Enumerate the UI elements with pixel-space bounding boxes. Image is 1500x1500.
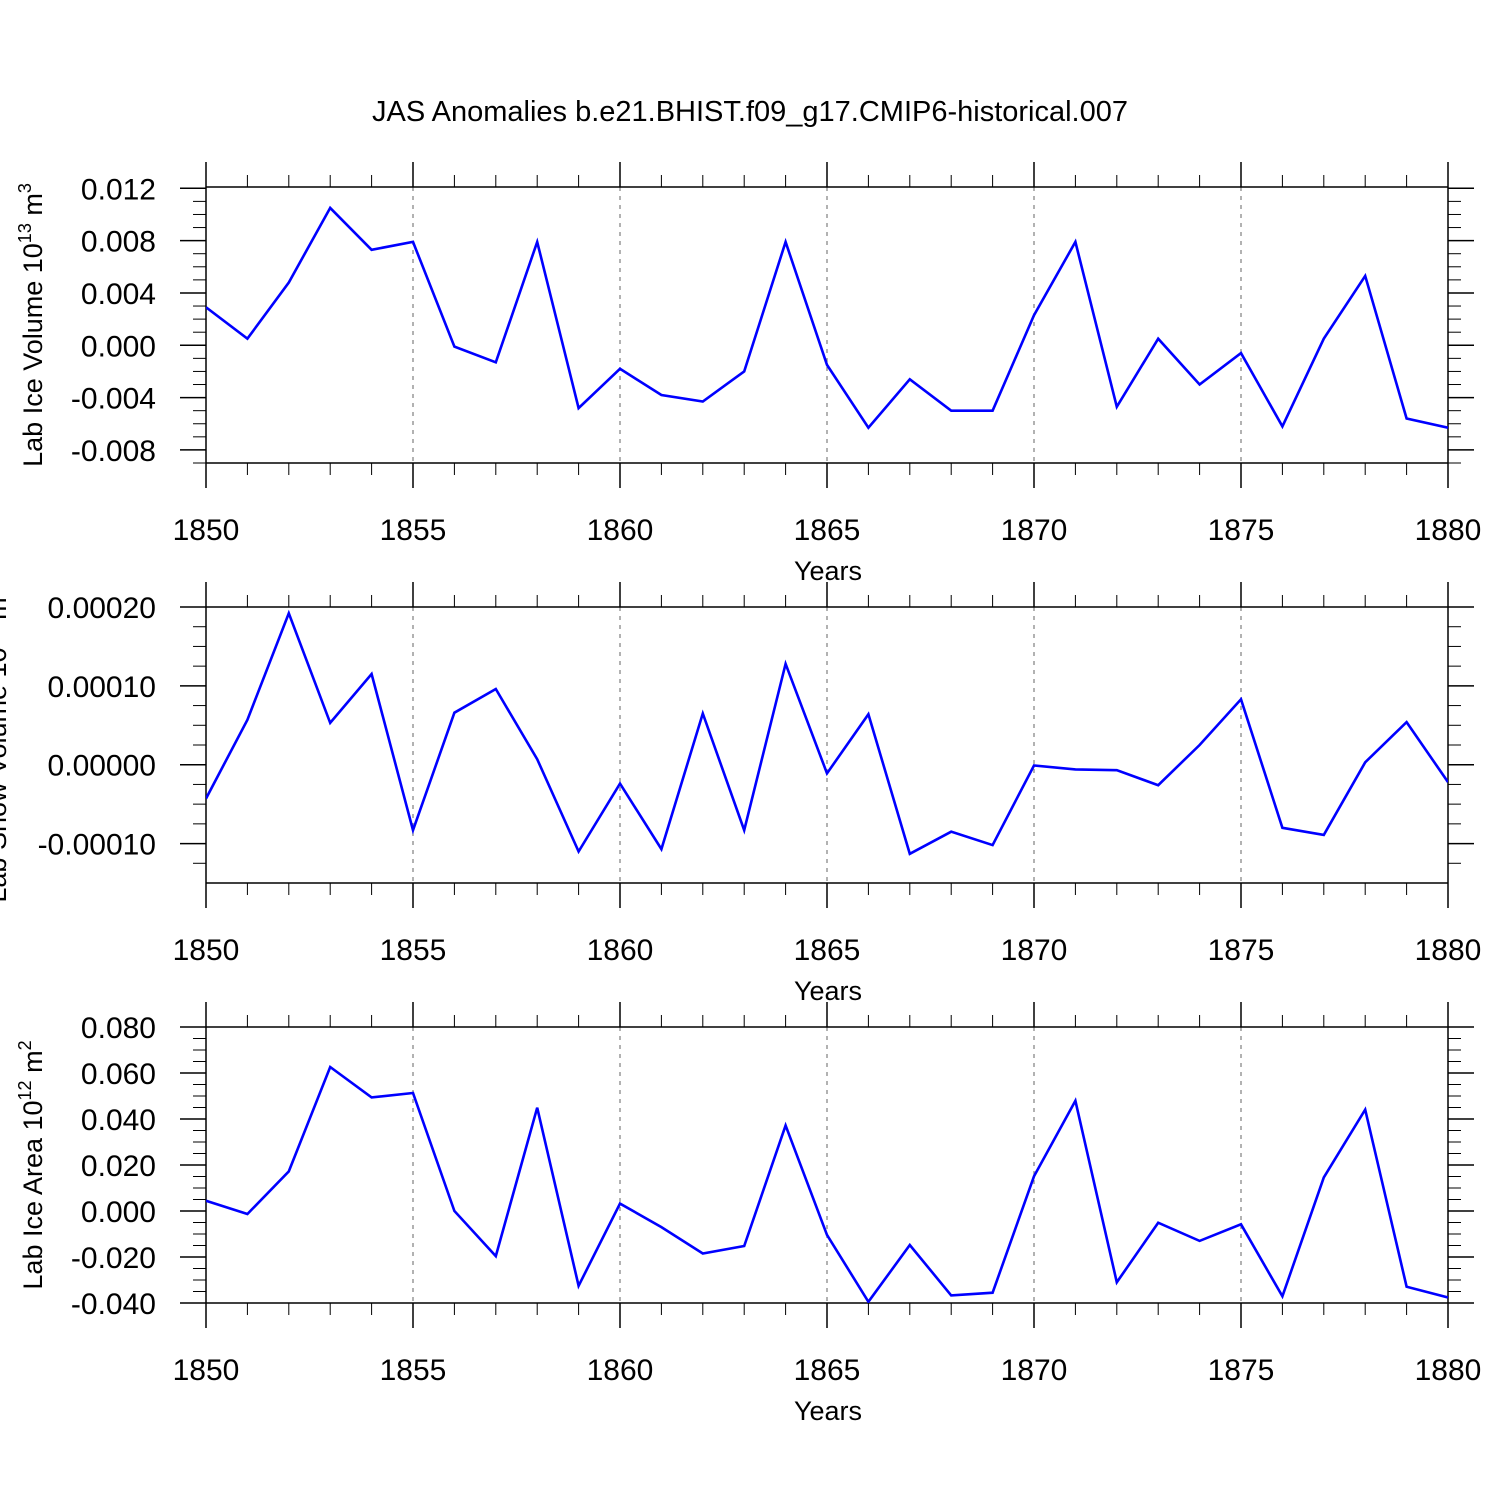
x-tick-label: 1880 <box>1415 514 1482 547</box>
y-axis-label: Lab Snow Volume 1013 m3 <box>0 587 12 902</box>
x-tick-label: 1855 <box>380 934 447 967</box>
y-tick-label: 0.080 <box>81 1012 156 1045</box>
x-tick-label: 1860 <box>587 1354 654 1387</box>
x-tick-label: 1865 <box>794 934 861 967</box>
x-tick-label: 1850 <box>173 934 240 967</box>
y-axis-label-superscript: 2 <box>15 1040 35 1050</box>
x-tick-label: 1875 <box>1208 1354 1275 1387</box>
x-axis-label: Years <box>794 976 862 1006</box>
series-line <box>206 1064 1448 1303</box>
y-axis-label: Lab Ice Area 1012 m2 <box>15 1040 48 1289</box>
y-axis-label-superscript: 3 <box>15 183 35 193</box>
y-tick-label: 0.040 <box>81 1104 156 1137</box>
y-tick-label: 0.020 <box>81 1150 156 1183</box>
y-axis-label-part: m <box>0 597 12 627</box>
y-tick-label: 0.000 <box>81 1196 156 1229</box>
y-axis-label-part: m <box>18 1050 48 1080</box>
y-axis-label-superscript: 13 <box>15 223 35 243</box>
x-tick-label: 1860 <box>587 514 654 547</box>
y-tick-label: 0.00000 <box>48 750 156 783</box>
x-tick-label: 1870 <box>1001 1354 1068 1387</box>
y-tick-label: -0.008 <box>71 435 156 468</box>
chart-panel-1: 0.012 0.008 0.004 0.000 -0.004 -0.008 1850 1855… <box>15 162 1481 586</box>
y-axis-label-part: m <box>18 193 48 223</box>
series-line <box>206 205 1448 430</box>
x-tick-label: 1870 <box>1001 934 1068 967</box>
y-tick-label: 0.008 <box>81 226 156 259</box>
y-tick-label: 0.004 <box>81 278 156 311</box>
y-axis-label-part: Lab Ice Volume 10 <box>18 243 48 467</box>
x-axis-label: Years <box>794 556 862 586</box>
x-tick-label: 1855 <box>380 1354 447 1387</box>
x-tick-label: 1850 <box>173 514 240 547</box>
y-tick-label: -0.020 <box>71 1242 156 1275</box>
chart-panel-3: 0.080 0.060 0.040 0.020 0.000 -0.020 -0.040 185… <box>15 1002 1481 1426</box>
x-tick-label: 1855 <box>380 514 447 547</box>
series-line <box>206 609 1448 856</box>
chart-panel-2: 0.00020 0.00010 0.00000 -0.00010 1850 1855 186… <box>0 582 1481 1006</box>
y-axis-label-part: Lab Ice Area 10 <box>18 1100 48 1289</box>
y-tick-label: 0.060 <box>81 1058 156 1091</box>
x-tick-label: 1875 <box>1208 514 1275 547</box>
x-tick-label: 1865 <box>794 1354 861 1387</box>
y-tick-label: 0.00020 <box>48 592 156 625</box>
x-tick-label: 1850 <box>173 1354 240 1387</box>
x-tick-label: 1880 <box>1415 1354 1482 1387</box>
y-axis-label-part: Lab Snow Volume 10 <box>0 647 12 902</box>
y-tick-label: -0.00010 <box>38 829 156 862</box>
y-axis-label: Lab Ice Volume 1013 m3 <box>15 183 48 467</box>
y-tick-label: -0.004 <box>71 383 156 416</box>
x-axis-label: Years <box>794 1396 862 1426</box>
x-tick-label: 1880 <box>1415 934 1482 967</box>
x-tick-label: 1865 <box>794 514 861 547</box>
x-tick-label: 1875 <box>1208 934 1275 967</box>
figure-title: JAS Anomalies b.e21.BHIST.f09_g17.CMIP6-… <box>371 96 1128 128</box>
y-axis-label-superscript: 12 <box>15 1080 35 1100</box>
x-tick-label: 1870 <box>1001 514 1068 547</box>
y-tick-label: 0.012 <box>81 173 156 206</box>
x-tick-label: 1860 <box>587 934 654 967</box>
y-tick-label: -0.040 <box>71 1288 156 1321</box>
y-tick-label: 0.00010 <box>48 671 156 704</box>
y-tick-label: 0.000 <box>81 330 156 363</box>
